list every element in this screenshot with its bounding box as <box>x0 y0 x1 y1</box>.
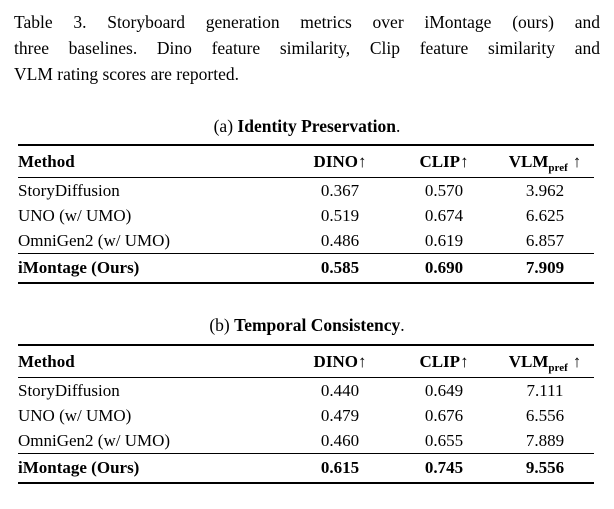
vlm-cell: 7.889 <box>496 428 594 454</box>
clip-cell: 0.649 <box>424 381 464 400</box>
subtable-b-caption: (b) Temporal Consistency. <box>0 314 614 336</box>
clip-cell: 0.690 <box>424 258 464 277</box>
table-a-highlight-row: iMontage (Ours) 0.585 0.690 7.909 <box>18 254 594 284</box>
identity-preservation-table: Method DINO↑ CLIP↑ VLMpref ↑ StoryDiffusi… <box>18 144 594 284</box>
col-header-dino: DINO↑ <box>288 145 392 178</box>
clip-cell: 0.676 <box>424 406 464 425</box>
vlm-subscript: pref <box>548 162 568 174</box>
method-cell: iMontage (Ours) <box>18 458 140 477</box>
dino-cell: 0.460 <box>288 428 392 454</box>
table-row: OmniGen2 (w/ UMO) 0.460 0.655 7.889 <box>18 428 594 454</box>
subtable-a-period: . <box>396 116 401 136</box>
table-row: OmniGen2 (w/ UMO) 0.486 0.619 6.857 <box>18 228 594 254</box>
table-b-highlight-row: iMontage (Ours) 0.615 0.745 9.556 <box>18 454 594 484</box>
dino-cell: 0.440 <box>320 381 360 400</box>
up-arrow-icon: ↑ <box>572 152 582 171</box>
table-row: StoryDiffusion 0.440 0.649 7.111 <box>18 378 594 404</box>
table-b-body: StoryDiffusion 0.440 0.649 7.111 UNO (w/… <box>18 378 594 454</box>
header-row: Method DINO↑ CLIP↑ VLMpref ↑ <box>18 145 594 178</box>
col-header-method: Method <box>18 345 288 378</box>
vlm-subscript: pref <box>548 362 568 374</box>
table-a-header: Method DINO↑ CLIP↑ VLMpref ↑ <box>18 145 594 178</box>
dino-cell: 0.585 <box>320 258 360 277</box>
caption-line-1: Table 3. Storyboard generation metrics o… <box>14 12 600 32</box>
subtable-a-label: (a) <box>213 116 234 136</box>
clip-cell: 0.570 <box>424 181 464 200</box>
up-arrow-icon: ↑ <box>357 352 367 371</box>
table-caption: Table 3. Storyboard generation metrics o… <box>14 9 600 87</box>
up-arrow-icon: ↑ <box>357 152 367 171</box>
subtable-a-caption: (a) Identity Preservation. <box>0 115 614 137</box>
table-row: StoryDiffusion 0.367 0.570 3.962 <box>18 178 594 204</box>
vlm-cell: 3.962 <box>525 181 565 200</box>
method-cell: UNO (w/ UMO) <box>18 406 132 425</box>
clip-cell: 0.619 <box>392 228 496 254</box>
up-arrow-icon: ↑ <box>460 352 469 371</box>
table-row: UNO (w/ UMO) 0.479 0.676 6.556 <box>18 403 594 428</box>
up-arrow-icon: ↑ <box>572 352 582 371</box>
vlm-cell: 7.111 <box>526 381 564 400</box>
col-header-clip: CLIP↑ <box>392 145 496 178</box>
method-cell: StoryDiffusion <box>18 181 120 200</box>
vlm-cell: 6.625 <box>525 206 565 225</box>
clip-cell: 0.745 <box>424 458 464 477</box>
header-row: Method DINO↑ CLIP↑ VLMpref ↑ <box>18 345 594 378</box>
col-header-vlm: VLMpref ↑ <box>496 145 594 178</box>
col-header-dino: DINO↑ <box>288 345 392 378</box>
dino-cell: 0.367 <box>320 181 360 200</box>
vlm-cell: 6.556 <box>525 406 565 425</box>
table-row-ours: iMontage (Ours) 0.585 0.690 7.909 <box>18 254 594 284</box>
table-b-header: Method DINO↑ CLIP↑ VLMpref ↑ <box>18 345 594 378</box>
col-header-method: Method <box>18 145 288 178</box>
subtable-b-title: Temporal Consistency <box>234 315 401 335</box>
method-cell: OmniGen2 (w/ UMO) <box>18 428 288 454</box>
up-arrow-icon: ↑ <box>460 152 469 171</box>
vlm-cell: 6.857 <box>496 228 594 254</box>
table-a-body: StoryDiffusion 0.367 0.570 3.962 UNO (w/… <box>18 178 594 254</box>
subtable-a-title: Identity Preservation <box>237 116 397 136</box>
subtable-b-period: . <box>400 315 405 335</box>
method-cell: OmniGen2 (w/ UMO) <box>18 228 288 254</box>
table-row: UNO (w/ UMO) 0.519 0.674 6.625 <box>18 203 594 228</box>
clip-cell: 0.674 <box>424 206 464 225</box>
table-row-ours: iMontage (Ours) 0.615 0.745 9.556 <box>18 454 594 484</box>
col-header-clip: CLIP↑ <box>392 345 496 378</box>
dino-cell: 0.615 <box>320 458 360 477</box>
vlm-cell: 9.556 <box>525 458 565 477</box>
temporal-consistency-table: Method DINO↑ CLIP↑ VLMpref ↑ StoryDiffusi… <box>18 344 594 484</box>
subtable-b-label: (b) <box>209 315 230 335</box>
method-cell: UNO (w/ UMO) <box>18 206 132 225</box>
caption-line-2: three baselines. Dino feature similarity… <box>14 38 600 58</box>
caption-line-3: VLM rating scores are reported. <box>14 64 239 84</box>
clip-cell: 0.655 <box>392 428 496 454</box>
vlm-cell: 7.909 <box>525 258 565 277</box>
col-header-vlm: VLMpref ↑ <box>496 345 594 378</box>
dino-cell: 0.486 <box>288 228 392 254</box>
dino-cell: 0.479 <box>320 406 360 425</box>
method-cell: StoryDiffusion <box>18 381 120 400</box>
method-cell: iMontage (Ours) <box>18 258 140 277</box>
dino-cell: 0.519 <box>320 206 360 225</box>
